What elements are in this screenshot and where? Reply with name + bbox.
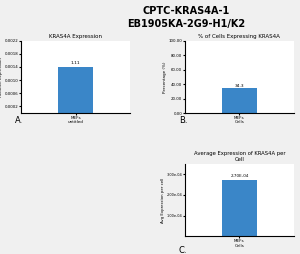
Title: % of Cells Expressing KRAS4A: % of Cells Expressing KRAS4A bbox=[199, 34, 280, 39]
Y-axis label: Avg Expression per cell: Avg Expression per cell bbox=[161, 177, 165, 223]
Text: 34.3: 34.3 bbox=[235, 84, 244, 88]
Y-axis label: Percentage (%): Percentage (%) bbox=[163, 61, 167, 93]
Text: CPTC-KRAS4A-1: CPTC-KRAS4A-1 bbox=[142, 6, 230, 16]
Text: EB1905KA-2G9-H1/K2: EB1905KA-2G9-H1/K2 bbox=[127, 19, 245, 29]
Text: C.: C. bbox=[179, 246, 187, 254]
Text: B.: B. bbox=[179, 116, 187, 125]
Y-axis label: Relative expression: Relative expression bbox=[0, 57, 3, 97]
Text: 1.11: 1.11 bbox=[71, 61, 80, 65]
Title: KRAS4A Expression: KRAS4A Expression bbox=[49, 34, 102, 39]
Bar bbox=[222, 88, 257, 113]
Text: 2.70E-04: 2.70E-04 bbox=[230, 174, 249, 178]
Title: Average Expression of KRAS4A per
Cell: Average Expression of KRAS4A per Cell bbox=[194, 151, 285, 162]
Bar bbox=[58, 67, 93, 113]
Bar bbox=[222, 180, 257, 236]
Text: A.: A. bbox=[15, 116, 23, 125]
